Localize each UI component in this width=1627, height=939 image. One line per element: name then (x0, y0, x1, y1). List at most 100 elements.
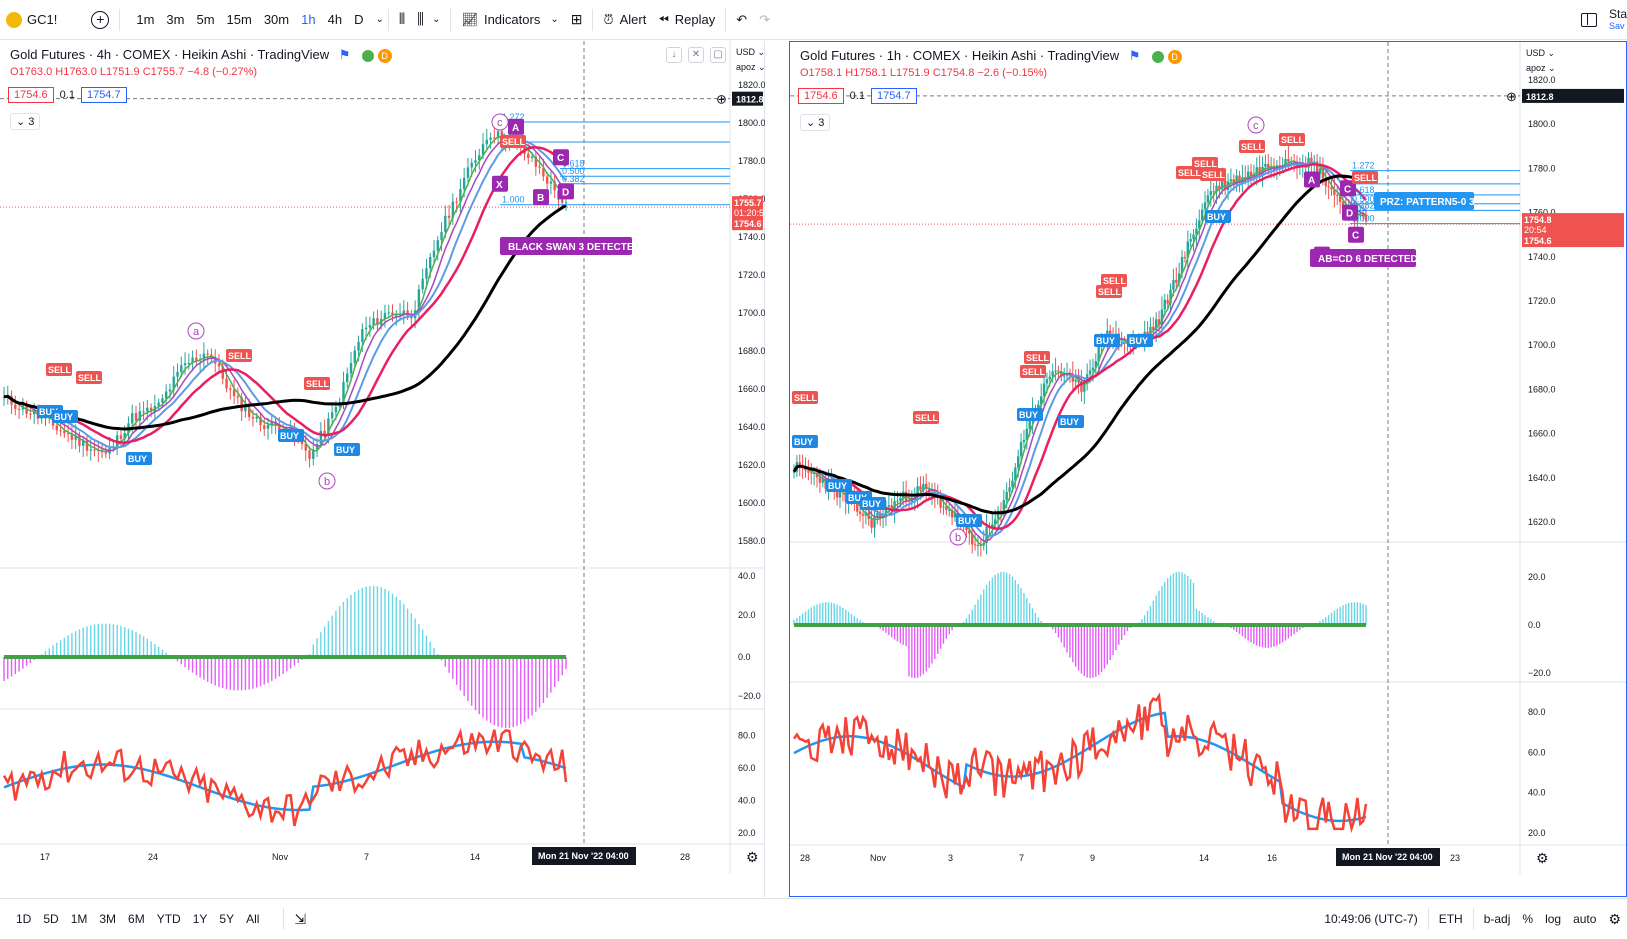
interval-d[interactable]: D (354, 12, 364, 27)
price-tick: 1700.0 (1528, 340, 1556, 350)
undo-button[interactable]: ↶ (730, 0, 753, 40)
candle-body (229, 388, 232, 390)
goto-date-icon[interactable]: ⇲ (294, 910, 307, 927)
right-bid[interactable]: 1754.6 (798, 88, 844, 104)
left-chart-title[interactable]: Gold Futures · 4h · COMEX · Heikin Ashi … (10, 47, 392, 63)
range-5y[interactable]: 5Y (219, 912, 235, 926)
right-chart-pane[interactable]: USD ⌄ apoz ⌄ 1820.0 1800.0 1780.0 1760.0 1740.… (789, 41, 1627, 897)
range-3m[interactable]: 3M (99, 912, 117, 926)
left-ask[interactable]: 1754.7 (80, 87, 127, 103)
candle-body (493, 137, 496, 139)
interval-3m[interactable]: 3m (166, 12, 185, 27)
pattern-point-marker (1304, 171, 1320, 188)
fib-level-label: 0.382 (1352, 200, 1375, 210)
layouts-button[interactable]: ⊞ (565, 0, 589, 40)
candle-body (968, 529, 971, 534)
candle-body (372, 318, 375, 326)
range-ytd[interactable]: YTD (156, 912, 181, 926)
time-tick: Nov (870, 853, 887, 863)
range-6m[interactable]: 6M (128, 912, 145, 926)
rsi-tick: 40.0 (738, 795, 756, 805)
chart-type-button[interactable]: ⫼ ⌄ (411, 0, 446, 40)
right-spread: 0.1 (849, 90, 865, 102)
range-5d[interactable]: 5D (43, 912, 59, 926)
bar-style-button[interactable]: ⫴ (393, 0, 411, 40)
ma-long-line (792, 174, 1367, 515)
right-chart-title[interactable]: Gold Futures · 1h · COMEX · Heikin Ashi … (800, 48, 1182, 64)
pattern-point-label: D (562, 187, 569, 198)
ma-long-line (3, 204, 567, 431)
candle-body (59, 430, 62, 432)
pattern-point-marker (1342, 204, 1358, 221)
sell-signal-badge (1096, 285, 1122, 298)
interval-1h[interactable]: 1h (301, 12, 316, 27)
candle-body (1019, 442, 1023, 457)
right-ask[interactable]: 1754.7 (870, 88, 917, 104)
candle-body (1057, 370, 1060, 372)
right-bid-ask[interactable]: 1754.6 0.1 1754.7 (798, 88, 917, 104)
time-tick: 3 (948, 853, 953, 863)
save-area[interactable]: Sta Sav (1603, 0, 1627, 40)
countdown-text: 20:54 (1524, 225, 1547, 235)
auto-toggle[interactable]: auto (1573, 912, 1597, 926)
range-1d[interactable]: 1D (16, 912, 32, 926)
interval-5m[interactable]: 5m (196, 12, 215, 27)
interval-15m[interactable]: 15m (226, 12, 252, 27)
range-1m[interactable]: 1M (70, 912, 88, 926)
adjust-toggle[interactable]: b-adj (1483, 912, 1511, 926)
replay-button[interactable]: ⏪︎ Replay (652, 0, 721, 40)
left-bid[interactable]: 1754.6 (8, 87, 54, 103)
interval-1m[interactable]: 1m (136, 12, 155, 27)
interval-30m[interactable]: 30m (263, 12, 290, 27)
candle-body (815, 473, 819, 478)
left-chart-canvas[interactable]: USD ⌄ apoz ⌄ 1820.0 1800.0 1780.0 17 60.0 1740.… (0, 41, 765, 897)
candle-body (948, 509, 951, 511)
left-indicator-collapse[interactable]: ⌄ 3 (10, 113, 41, 130)
sell-signal-badge (76, 371, 102, 384)
alert-button[interactable]: ⏰︎ Alert (597, 0, 652, 40)
left-bid-ask[interactable]: 1754.6 0.1 1754.7 (8, 87, 127, 103)
buy-signal-badge (860, 497, 886, 510)
candle-body (1014, 467, 1017, 481)
redo-button[interactable]: ↷ (753, 0, 776, 40)
price-tick: 1780.0 (738, 156, 765, 166)
candle-body (481, 144, 485, 156)
range-all[interactable]: All (246, 912, 260, 926)
candle-body (534, 156, 538, 167)
candle-body (1077, 379, 1080, 383)
interval-4h[interactable]: 4h (327, 12, 343, 27)
candle-body (919, 486, 922, 491)
candle-body (2, 396, 6, 398)
candle-body (1088, 370, 1092, 375)
left-chart-pane[interactable]: USD ⌄ apoz ⌄ 1820.0 1800.0 1780.0 17 60.0 1740.… (0, 41, 765, 897)
left-scroll-down-icon[interactable]: ↓ (666, 47, 682, 63)
candle-body (910, 499, 914, 502)
indicators-button[interactable]: 📈︎ Indicators ⌄ (455, 0, 564, 40)
settings-gear-icon[interactable]: ⚙ (1608, 910, 1621, 927)
candle-body (1287, 158, 1290, 162)
candle-body (1215, 185, 1218, 192)
candle-body (376, 318, 379, 326)
candle-body (890, 505, 893, 511)
candle-body (1229, 179, 1233, 182)
symbol-search[interactable]: GC1! (0, 0, 63, 40)
candle-body (1183, 257, 1187, 259)
candle-body (821, 478, 824, 483)
log-toggle[interactable]: log (1545, 912, 1562, 926)
range-1y[interactable]: 1Y (192, 912, 208, 926)
candle-body (93, 449, 96, 451)
candle-body (1223, 180, 1227, 190)
plus-circle-icon: + (91, 10, 110, 29)
percent-toggle[interactable]: % (1522, 912, 1534, 926)
clock-readout[interactable]: 10:49:06 (UTC-7) (1324, 912, 1418, 926)
right-indicator-collapse[interactable]: ⌄ 3 (800, 114, 831, 131)
left-close-icon[interactable]: ✕ (688, 47, 704, 63)
layout-toggle-button[interactable] (1575, 0, 1603, 40)
left-maximize-icon[interactable]: ▢ (710, 47, 726, 63)
session-toggle[interactable]: ETH (1438, 912, 1463, 926)
time-tick: 28 (800, 853, 810, 863)
pattern-point-marker (1340, 180, 1356, 197)
interval-chevron-icon[interactable]: ⌄ (375, 14, 384, 25)
right-chart-canvas[interactable]: USD ⌄ apoz ⌄ 1820.0 1800.0 1780.0 1760.0 1740.… (790, 42, 1626, 896)
compare-add-button[interactable]: + (63, 0, 115, 40)
